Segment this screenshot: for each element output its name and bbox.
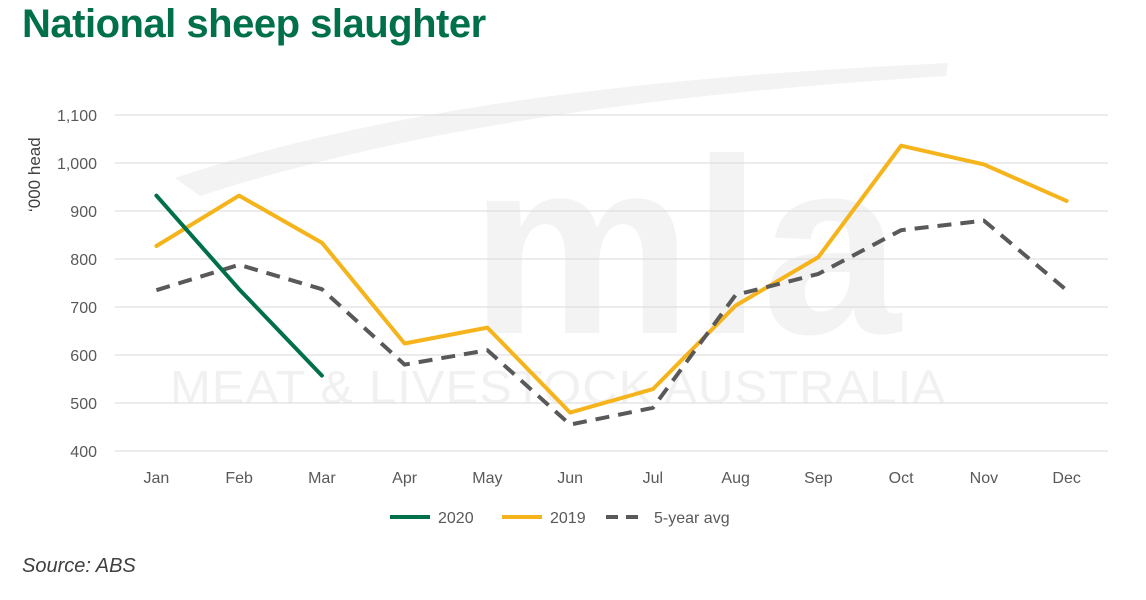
x-tick-label: Sep <box>804 470 833 487</box>
y-tick-label: 500 <box>70 396 97 413</box>
x-tick-label: Oct <box>889 470 914 487</box>
watermark-name-text: MEAT & LIVESTOCK AUSTRALIA <box>170 361 946 413</box>
y-axis-ticks: 400 500 600 700 800 900 1,000 1,100 <box>57 108 97 461</box>
y-tick-label: 400 <box>70 444 97 461</box>
x-tick-label: Dec <box>1052 470 1080 487</box>
series-lines <box>154 143 1069 427</box>
x-tick-label: May <box>472 470 502 487</box>
x-tick-label: Apr <box>392 470 418 487</box>
y-tick-label: 600 <box>70 348 97 365</box>
series-line-2019 <box>154 143 1069 415</box>
y-tick-label: 800 <box>70 252 97 269</box>
x-tick-label: Aug <box>721 470 749 487</box>
x-tick-label: Mar <box>308 470 336 487</box>
chart-title: National sheep slaughter <box>22 2 486 46</box>
series-line-5-year-avg <box>155 218 1068 427</box>
y-tick-label: 1,000 <box>57 156 97 173</box>
x-tick-label: Jul <box>643 470 663 487</box>
watermark-swoosh <box>175 63 948 196</box>
x-tick-label: Nov <box>970 470 998 487</box>
watermark-logo: mla MEAT & LIVESTOCK AUSTRALIA <box>170 63 948 413</box>
x-tick-label: Jun <box>557 470 583 487</box>
legend-label: 2019 <box>550 510 586 527</box>
x-tick-label: Feb <box>225 470 253 487</box>
y-tick-label: 1,100 <box>57 108 97 125</box>
y-tick-label: 900 <box>70 204 97 221</box>
gridlines <box>115 114 1108 452</box>
series-line-2020 <box>154 193 324 378</box>
x-axis-ticks: Jan Feb Mar Apr May Jun Jul Aug Sep Oct Nov Dec <box>143 470 1080 487</box>
legend-label: 5-year avg <box>654 510 730 527</box>
legend: 2020 2019 5-year avg <box>390 510 730 527</box>
legend-label: 2020 <box>438 510 474 527</box>
source-note: Source: ABS <box>22 555 136 577</box>
x-tick-label: Jan <box>143 470 169 487</box>
watermark-mla-text: mla <box>470 107 903 386</box>
y-axis-label: ‘000 head <box>25 137 44 212</box>
y-tick-label: 700 <box>70 300 97 317</box>
